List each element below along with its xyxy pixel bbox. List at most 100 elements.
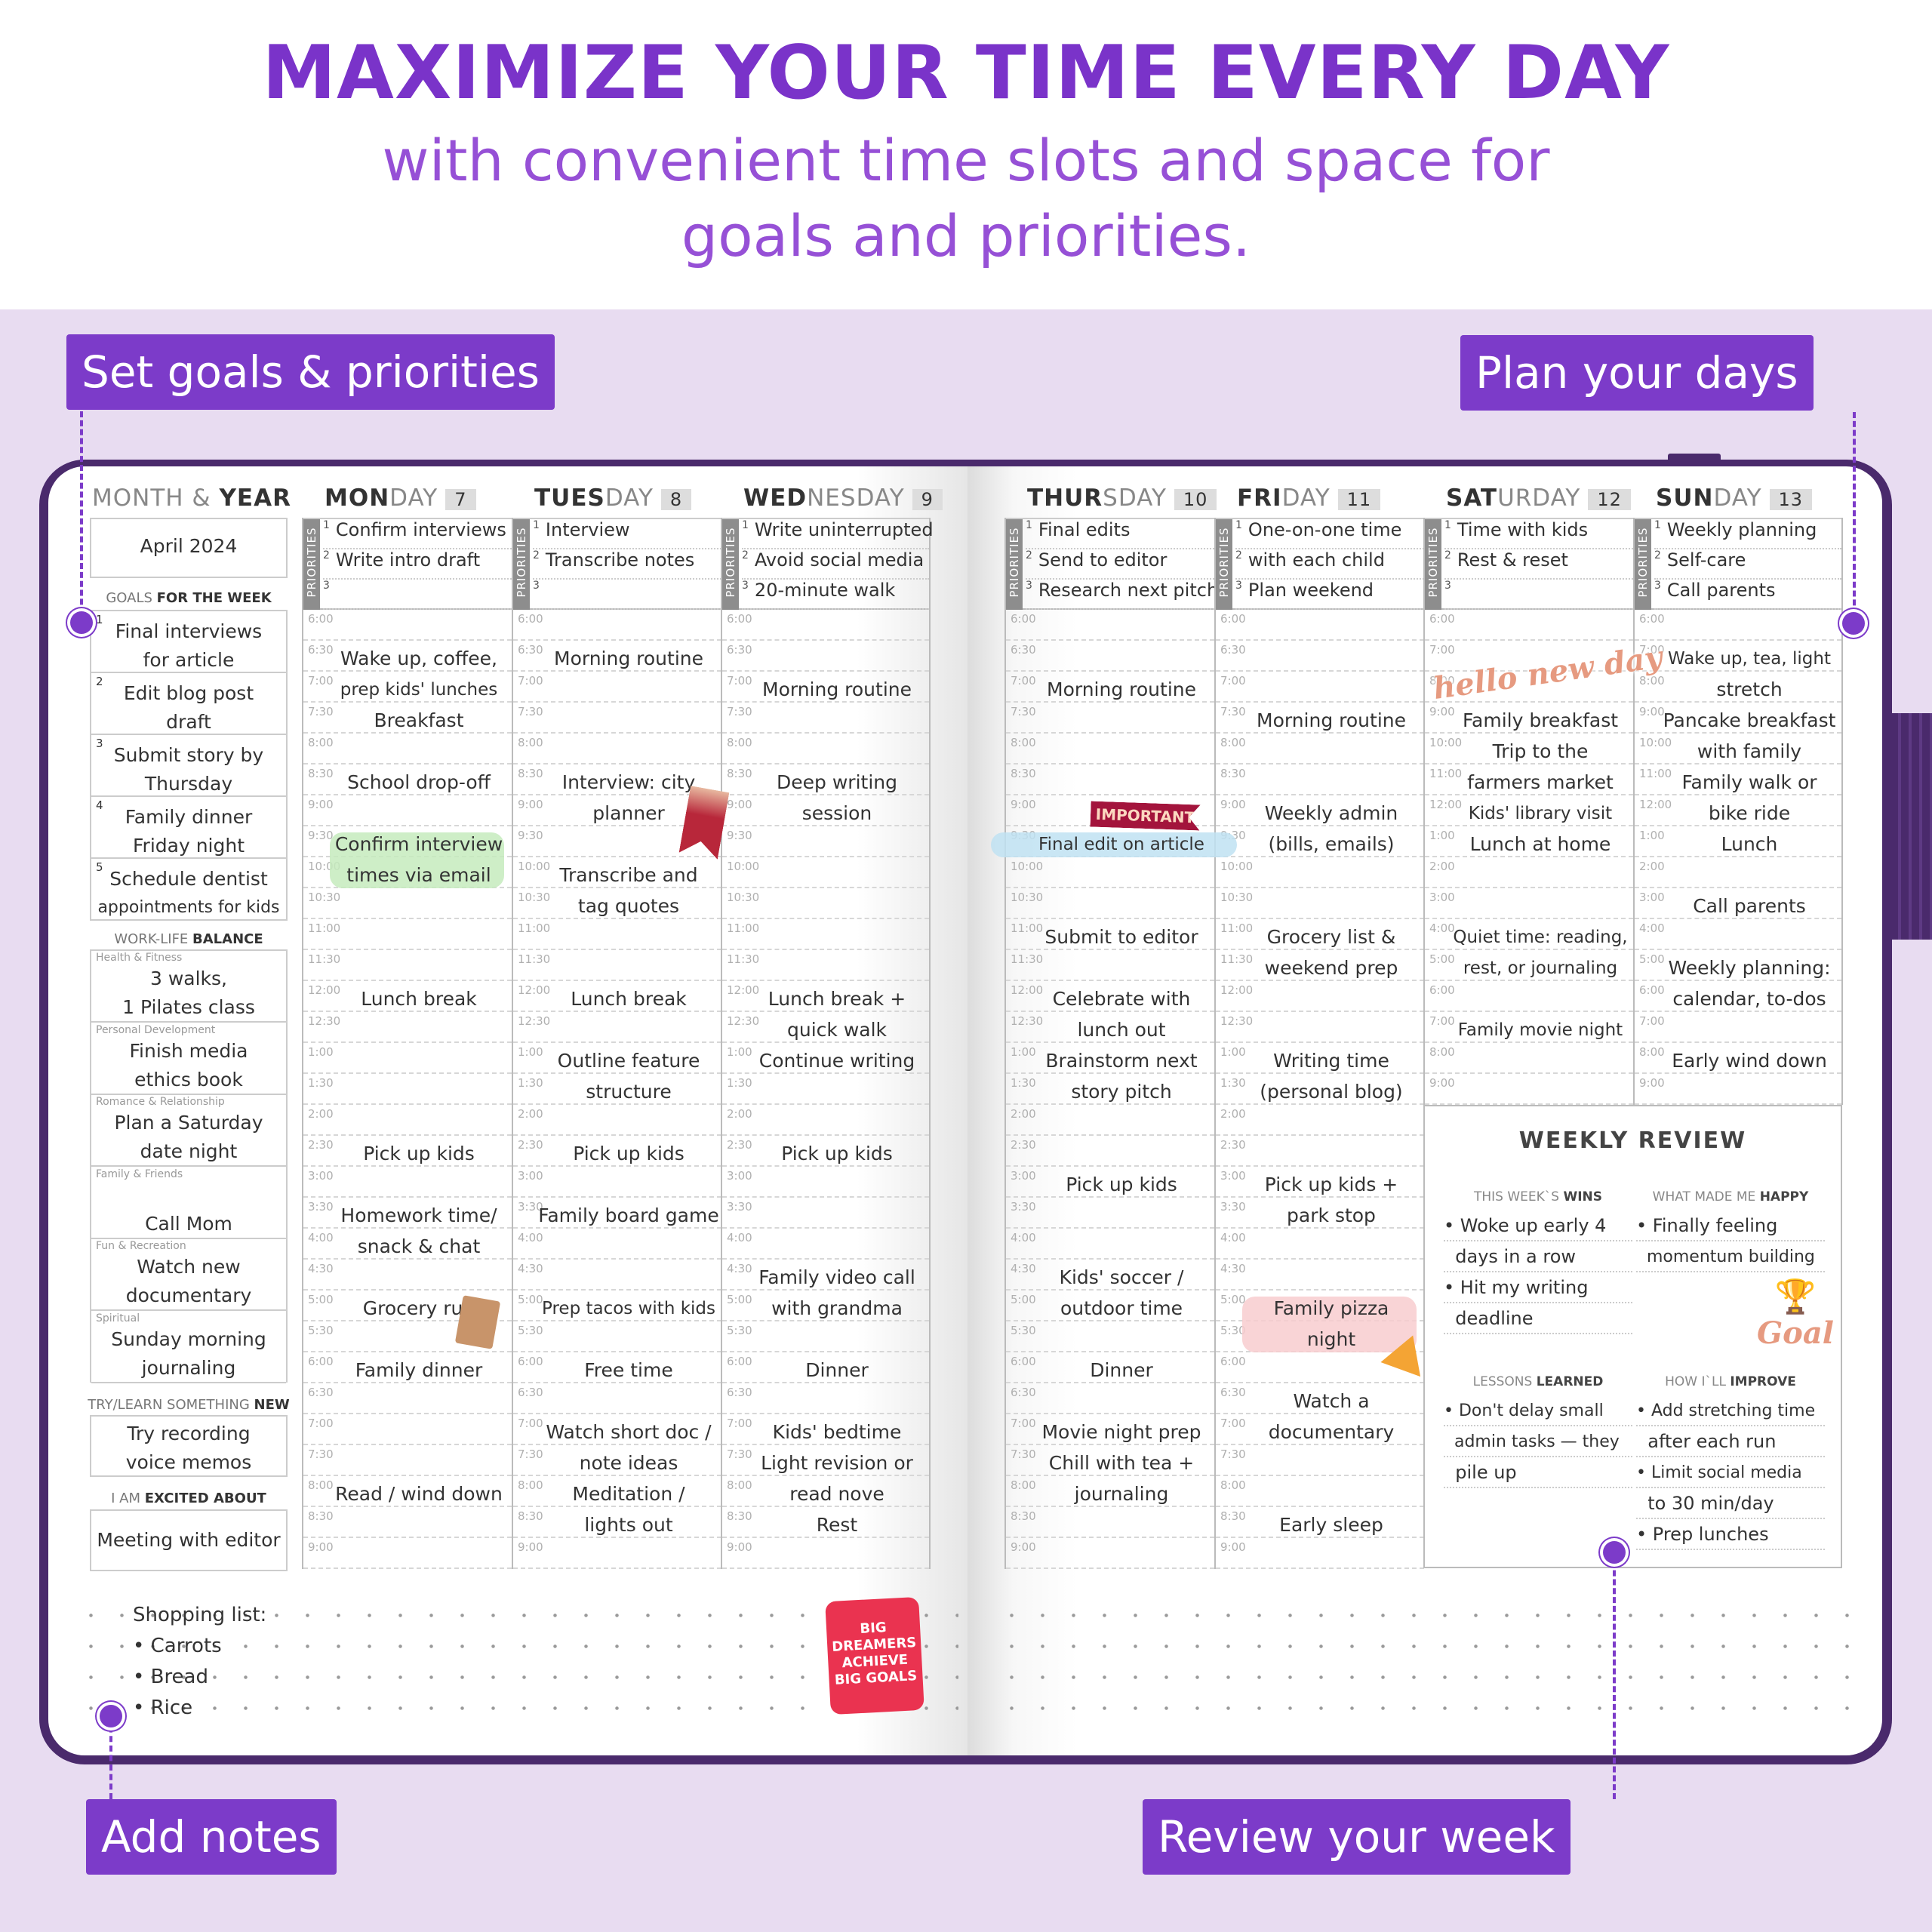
time-slot[interactable]: 8:30 [303,1507,512,1538]
time-slot[interactable]: 3:00 [1006,1167,1214,1198]
review-line-improve[interactable]: after each run [1636,1426,1825,1457]
time-slot[interactable]: 3:30 [722,1198,929,1229]
priority-item[interactable]: 3 Call parents [1654,580,1841,610]
time-slot[interactable]: 10:00 [1635,734,1841,764]
time-slot[interactable]: 3:30 [513,1198,721,1229]
time-slot[interactable]: 7:30 [303,1445,512,1476]
time-slot[interactable]: 2:30 [1006,1136,1214,1167]
time-slot[interactable]: 6:00 [1425,981,1633,1012]
time-slot[interactable]: 9:00 [1425,1074,1633,1105]
time-slot[interactable]: 3:00 [1425,888,1633,919]
time-slot[interactable]: 11:30 [303,950,512,981]
time-slot[interactable]: 7:30 [513,703,721,734]
time-slot[interactable]: 9:00 [1635,703,1841,734]
time-slot[interactable]: 11:30 [722,950,929,981]
time-slot[interactable]: 9:00 [1216,795,1424,826]
priority-item[interactable]: 3 Plan weekend [1235,580,1424,610]
time-slot[interactable]: 10:30 [513,888,721,919]
balance-item[interactable]: Fun & Recreation Watch new documentary [91,1239,286,1311]
goal-item[interactable]: 1 Final interviews for article [91,611,286,673]
time-slot[interactable]: 8:00 [513,734,721,764]
balance-item[interactable]: Personal Development Finish media ethics b… [91,1023,286,1095]
time-slot[interactable]: 8:00 [303,1476,512,1507]
balance-item[interactable]: Family & Friends Call Mom [91,1168,286,1239]
time-slot[interactable]: 2:30 [513,1136,721,1167]
balance-item[interactable]: Health & Fitness 3 walks, 1 Pilates class [91,951,286,1023]
time-slot[interactable]: 8:00 [1006,734,1214,764]
time-slot[interactable]: 2:30 [722,1136,929,1167]
time-slot[interactable]: 1:00 [1425,826,1633,857]
time-slot[interactable]: 2:00 [513,1105,721,1136]
review-line-wins[interactable]: • Woke up early 4 [1444,1211,1632,1241]
priority-item[interactable]: 1 Final edits [1026,519,1214,549]
time-slot[interactable]: 3:30 [1216,1198,1424,1229]
time-slot[interactable]: 7:00 [1425,641,1633,672]
priority-item[interactable]: 1 Weekly planning [1654,519,1841,549]
balance-item[interactable]: Romance & Relationship Plan a Saturday dat… [91,1095,286,1167]
review-line-improve[interactable]: • Prep lunches [1636,1519,1825,1550]
time-slot[interactable]: 3:00 [722,1167,929,1198]
time-slot[interactable]: 6:00 [1006,1352,1214,1383]
time-slot[interactable]: 5:30 [513,1321,721,1352]
try-new-field[interactable]: Try recording voice memos [90,1415,288,1477]
priority-item[interactable]: 2 Rest & reset [1444,549,1633,580]
goal-item[interactable]: 3 Submit story by Thursday [91,735,286,797]
time-slot[interactable]: 11:00 [1216,919,1424,950]
time-slot[interactable]: 6:00 [1006,610,1214,641]
goal-item[interactable]: 4 Family dinner Friday night [91,797,286,859]
time-slot[interactable]: 9:00 [303,795,512,826]
time-slot[interactable]: 1:30 [303,1074,512,1105]
time-slot[interactable]: 2:00 [1006,1105,1214,1136]
time-slot[interactable]: 5:00 [1635,950,1841,981]
priority-item[interactable]: 3 [323,580,512,610]
review-line-improve[interactable]: • Add stretching time [1636,1395,1825,1426]
time-slot[interactable]: 11:30 [513,950,721,981]
review-line-happy[interactable]: • Finally feeling [1636,1211,1825,1241]
time-slot[interactable]: 5:00 [513,1291,721,1321]
time-slot[interactable]: 7:30 [722,1445,929,1476]
time-slot[interactable]: 6:30 [513,641,721,672]
time-slot[interactable]: 6:00 [1425,610,1633,641]
time-slot[interactable]: 7:30 [1006,1445,1214,1476]
time-slot[interactable]: 8:30 [513,1507,721,1538]
time-slot[interactable]: 4:30 [1216,1260,1424,1291]
time-slot[interactable]: 1:30 [1216,1074,1424,1105]
time-slot[interactable]: 4:30 [303,1260,512,1291]
review-line-wins[interactable]: days in a row [1444,1241,1632,1272]
time-slot[interactable]: 6:00 [513,610,721,641]
time-slot[interactable]: 6:30 [513,1383,721,1414]
time-slot[interactable]: 7:00 [1425,1012,1633,1043]
time-slot[interactable]: 12:00 [1216,981,1424,1012]
time-slot[interactable]: 8:30 [1216,764,1424,795]
time-slot[interactable]: 11:00 [1425,764,1633,795]
time-slot[interactable]: 5:00 [1425,950,1633,981]
priority-item[interactable]: 1 One-on-one time [1235,519,1424,549]
time-slot[interactable]: 8:00 [1216,734,1424,764]
time-slot[interactable]: 11:30 [1216,950,1424,981]
time-slot[interactable]: 12:00 [1425,795,1633,826]
time-slot[interactable]: 2:30 [303,1136,512,1167]
time-slot[interactable]: 4:30 [1006,1260,1214,1291]
time-slot[interactable]: 7:00 [1216,1414,1424,1445]
time-slot[interactable]: 5:30 [722,1321,929,1352]
priority-item[interactable]: 2 Write intro draft [323,549,512,580]
time-slot[interactable]: 5:30 [1006,1321,1214,1352]
time-slot[interactable]: 9:00 [722,795,929,826]
time-slot[interactable]: 8:00 [513,1476,721,1507]
priority-item[interactable]: 3 [1444,580,1633,610]
time-slot[interactable]: 9:00 [1635,1074,1841,1105]
time-slot[interactable]: 9:00 [722,1538,929,1569]
priority-item[interactable]: 2 Send to editor [1026,549,1214,580]
time-slot[interactable]: 7:30 [722,703,929,734]
time-slot[interactable]: 7:00 [303,1414,512,1445]
time-slot[interactable]: 4:00 [1006,1229,1214,1260]
review-line-lessons[interactable]: admin tasks — they [1444,1426,1632,1457]
priority-item[interactable]: 2 Transcribe notes [533,549,721,580]
time-slot[interactable]: 12:00 [1006,981,1214,1012]
time-slot[interactable]: 7:00 [513,1414,721,1445]
time-slot[interactable]: 7:00 [722,1414,929,1445]
time-slot[interactable]: 8:30 [1006,1507,1214,1538]
time-slot[interactable]: 11:00 [513,919,721,950]
time-slot[interactable]: 12:30 [513,1012,721,1043]
balance-item[interactable]: Spiritual Sunday morning journaling [91,1312,286,1383]
